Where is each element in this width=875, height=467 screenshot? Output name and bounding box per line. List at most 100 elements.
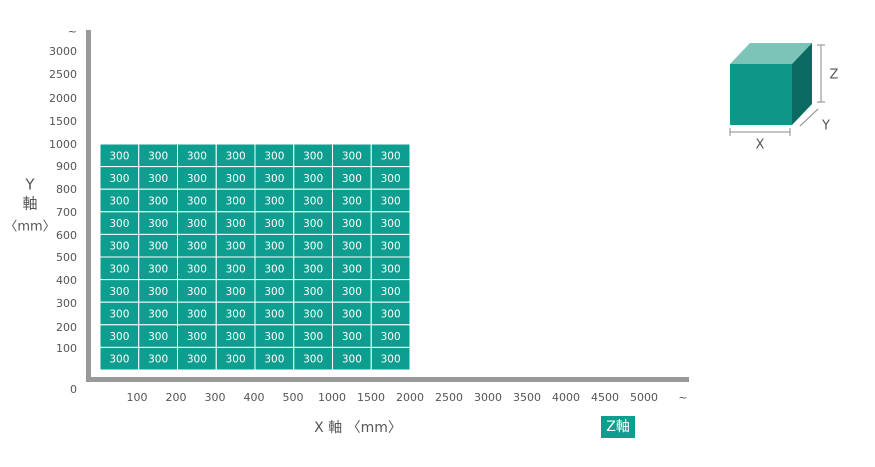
y-tick-label: 2000	[49, 92, 77, 105]
cell-value: 300	[109, 218, 129, 230]
cell-value: 300	[109, 331, 129, 343]
y-tick-label: 300	[56, 297, 77, 310]
cell-value: 300	[342, 354, 362, 366]
cell-value: 300	[226, 218, 246, 230]
y-axis-label: 軸	[22, 195, 37, 213]
cell-value: 300	[381, 150, 401, 162]
cell-value: 300	[187, 150, 207, 162]
cell-value: 300	[264, 263, 284, 275]
x-tick-label: 1000	[318, 391, 346, 404]
cell-value: 300	[381, 286, 401, 298]
cube-icon: Z Y X	[729, 43, 839, 153]
cell-value: 300	[187, 286, 207, 298]
cell-value: 300	[342, 196, 362, 208]
y-tick-label: 400	[56, 274, 77, 287]
z-badge	[601, 416, 635, 438]
cell-value: 300	[148, 331, 168, 343]
cell-value: 300	[303, 173, 323, 185]
cell-value: 300	[264, 196, 284, 208]
x-tick-label: 3000	[474, 391, 502, 404]
cell-value: 300	[381, 218, 401, 230]
x-tick-label: 4500	[591, 391, 619, 404]
grid-cell	[370, 346, 411, 371]
cell-value: 300	[264, 173, 284, 185]
x-tick-label: 4000	[552, 391, 580, 404]
cell-value: 300	[187, 218, 207, 230]
cell-value: 300	[187, 196, 207, 208]
cell-value: 300	[109, 196, 129, 208]
cell-value: 300	[342, 263, 362, 275]
x-tick-label: ~	[678, 391, 687, 404]
x-axis-line	[86, 377, 689, 382]
y-tick-label: 1000	[49, 138, 77, 151]
cell-value: 300	[187, 263, 207, 275]
cell-value: 300	[109, 263, 129, 275]
cell-value: 300	[303, 286, 323, 298]
cell-value: 300	[381, 354, 401, 366]
y-tick-label: 500	[56, 251, 77, 264]
cell-value: 300	[226, 241, 246, 253]
y-tick-label: 600	[56, 229, 77, 242]
cell-value: 300	[303, 263, 323, 275]
y-axis-label: Y	[24, 176, 35, 194]
x-tick-label: 200	[166, 391, 187, 404]
cell-value: 300	[264, 150, 284, 162]
cell-value: 300	[148, 286, 168, 298]
cell-value: 300	[109, 309, 129, 321]
cube-front	[730, 64, 792, 125]
y-tick-label: 2500	[49, 68, 77, 81]
cell-value: 300	[264, 241, 284, 253]
cell-value: 300	[148, 173, 168, 185]
cell-value: 300	[109, 354, 129, 366]
cell-value: 300	[381, 309, 401, 321]
x-tick-label: 300	[205, 391, 226, 404]
cell-value: 300	[381, 263, 401, 275]
cube-z: Z	[830, 68, 839, 83]
y-tick-label: 100	[56, 342, 77, 355]
cell-value: 300	[264, 309, 284, 321]
cell-value: 300	[148, 263, 168, 275]
x-axis-label: X 軸 〈mm〉	[314, 420, 402, 436]
cell-value: 300	[303, 218, 323, 230]
y-tick-label: ~	[68, 25, 77, 38]
cell-value: 300	[148, 354, 168, 366]
cell-value: 300	[342, 309, 362, 321]
x-tick-label: 100	[127, 391, 148, 404]
cell-value: 300	[381, 241, 401, 253]
cell-value: 300	[303, 150, 323, 162]
cell-value: 300	[148, 241, 168, 253]
cell-value: 300	[187, 173, 207, 185]
x-tick-label: 1500	[357, 391, 385, 404]
cell-value: 300	[303, 331, 323, 343]
cell-value: 300	[342, 150, 362, 162]
cell-value: 300	[381, 331, 401, 343]
cell-value: 300	[264, 286, 284, 298]
cell-value: 300	[342, 241, 362, 253]
cell-value: 300	[226, 173, 246, 185]
cell-value: 300	[264, 218, 284, 230]
x-tick-label: 2500	[435, 391, 463, 404]
cell-value: 300	[381, 196, 401, 208]
cell-value: 300	[109, 241, 129, 253]
y-axis-line	[86, 30, 91, 382]
y-axis-label: 〈mm〉	[4, 220, 55, 235]
dim-line	[799, 108, 819, 127]
cell-value: 300	[264, 354, 284, 366]
cube-top	[730, 43, 812, 64]
cell-value: 300	[109, 173, 129, 185]
cube-y: Y	[821, 119, 830, 134]
x-tick-label: 5000	[630, 391, 658, 404]
cell-value: 300	[342, 218, 362, 230]
cell-value: 300	[148, 196, 168, 208]
cell-value: 300	[226, 331, 246, 343]
y-tick-label: 700	[56, 206, 77, 219]
y-tick-label: 1500	[49, 115, 77, 128]
cell-value: 300	[226, 263, 246, 275]
x-tick-label: 3500	[513, 391, 541, 404]
cell-value: 300	[342, 331, 362, 343]
cell-value: 300	[303, 196, 323, 208]
cell-value: 300	[226, 354, 246, 366]
cell-value: 300	[342, 173, 362, 185]
y-tick-label: 800	[56, 183, 77, 196]
